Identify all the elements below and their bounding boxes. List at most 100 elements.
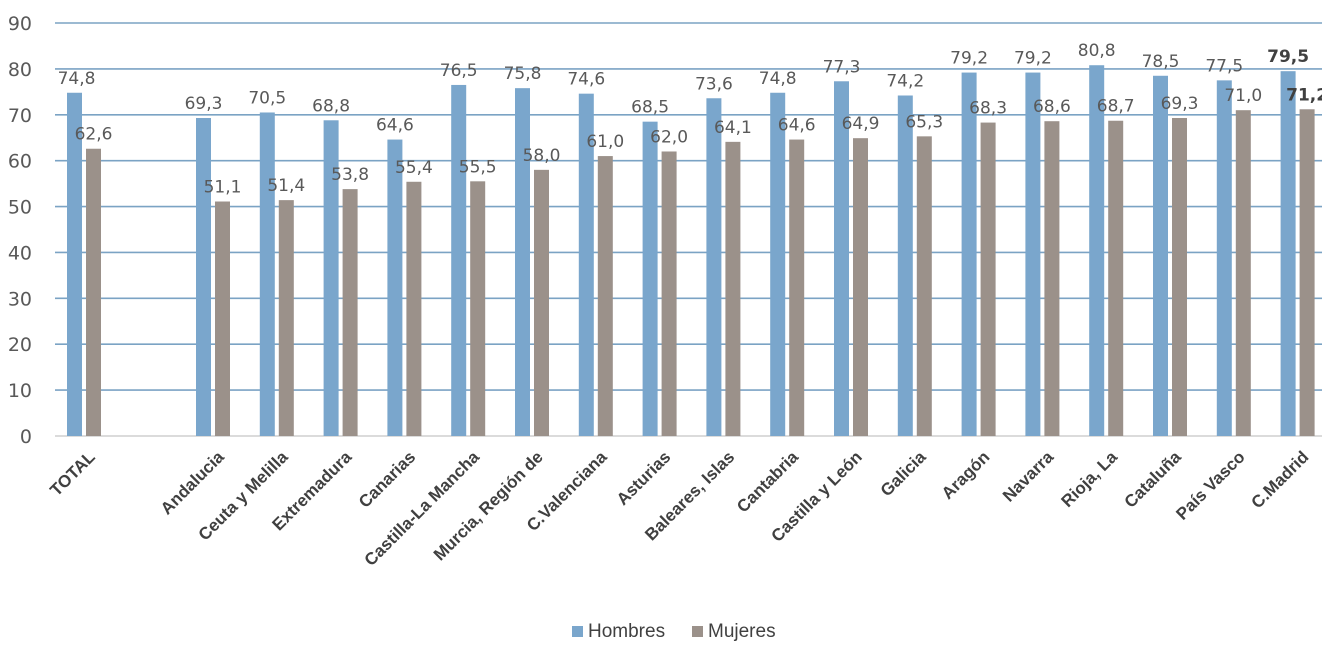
bar-mujeres [1172, 117, 1187, 437]
bar-mujeres [789, 139, 805, 436]
data-label-mujeres: 53,8 [331, 165, 369, 185]
category-label: Cantabria [733, 447, 802, 516]
data-label-mujeres: 51,1 [204, 178, 242, 198]
y-tick-label: 10 [8, 380, 32, 402]
data-label-hombres: 80,8 [1078, 41, 1116, 61]
data-label-mujeres: 71,0 [1224, 86, 1262, 106]
data-label-mujeres: 69,3 [1161, 94, 1199, 114]
data-label-mujeres: 64,1 [714, 118, 752, 138]
category-label: Murcia, Región de [430, 447, 547, 564]
bar-hombres [1089, 65, 1105, 437]
bar-mujeres [1235, 110, 1251, 436]
data-label-hombres: 74,8 [58, 69, 96, 89]
bar-mujeres [1299, 109, 1315, 436]
bar-hombres [387, 139, 403, 436]
data-label-hombres: 69,3 [185, 94, 223, 114]
bar-mujeres [916, 136, 932, 436]
legend-label-mujeres: Mujeres [708, 621, 776, 642]
data-label-hombres: 74,8 [759, 69, 797, 89]
y-tick-label: 80 [8, 59, 32, 81]
data-label-mujeres: 51,4 [267, 176, 305, 196]
data-label-hombres: 68,5 [631, 98, 669, 118]
bar-mujeres [725, 141, 741, 436]
y-tick-label: 20 [8, 334, 32, 356]
bar-mujeres [534, 169, 549, 436]
bar-mujeres [980, 122, 996, 436]
bar-hombres [897, 95, 913, 436]
category-label: Cataluña [1121, 447, 1186, 512]
category-label: País Vasco [1172, 447, 1248, 523]
bar-hombres [834, 81, 849, 436]
bar-mujeres [278, 200, 294, 436]
data-label-hombres: 70,5 [248, 88, 286, 108]
y-tick-label: 60 [8, 151, 32, 173]
data-label-mujeres: 68,3 [969, 99, 1007, 119]
bar-hombres [770, 92, 786, 437]
data-label-mujeres: 64,9 [842, 114, 880, 134]
bar-hombres [961, 72, 977, 436]
category-label: Castilla-La Mancha [361, 447, 484, 570]
category-label: Canarias [355, 447, 419, 511]
data-label-hombres: 79,5 [1267, 47, 1309, 67]
data-label-mujeres: 62,0 [650, 127, 688, 147]
bar-hombres [515, 88, 530, 436]
bar-hombres [451, 84, 467, 436]
bar-hombres [706, 98, 722, 436]
data-label-mujeres: 55,4 [395, 158, 433, 178]
data-label-mujeres: 64,6 [778, 116, 816, 136]
data-label-hombres: 79,2 [950, 49, 988, 69]
bar-mujeres [86, 148, 101, 437]
bar-hombres [196, 117, 211, 437]
bar-mujeres [215, 201, 230, 436]
category-label: Galicia [877, 447, 930, 500]
legend-swatch-mujeres [692, 626, 703, 637]
data-label-hombres: 73,6 [695, 74, 733, 94]
data-label-hombres: 78,5 [1142, 52, 1180, 72]
data-label-mujeres: 55,5 [459, 157, 497, 177]
bar-hombres [578, 93, 594, 437]
data-label-mujeres: 58,0 [523, 146, 561, 166]
data-label-mujeres: 71,2 [1286, 85, 1322, 105]
category-label: Asturias [613, 447, 675, 509]
bar-mujeres [1108, 120, 1124, 436]
data-label-mujeres: 68,7 [1097, 97, 1135, 117]
bar-hombres [1216, 80, 1232, 436]
bar-hombres [323, 120, 339, 436]
legend-swatch-hombres [572, 626, 583, 637]
data-label-hombres: 77,5 [1205, 56, 1243, 76]
y-tick-label: 50 [8, 197, 32, 219]
bar-mujeres [597, 156, 613, 437]
category-label: C.Madrid [1248, 447, 1313, 512]
data-label-mujeres: 68,6 [1033, 97, 1071, 117]
bar-hombres [642, 121, 658, 437]
legend-label-hombres: Hombres [588, 621, 665, 642]
data-label-hombres: 68,8 [312, 96, 350, 116]
data-label-hombres: 75,8 [504, 64, 542, 84]
data-label-hombres: 79,2 [1014, 49, 1052, 69]
y-tick-label: 40 [8, 242, 32, 264]
y-tick-label: 70 [8, 105, 32, 127]
data-label-hombres: 64,6 [376, 116, 414, 136]
category-label: Navarra [999, 447, 1058, 506]
bar-mujeres [406, 181, 422, 436]
data-label-hombres: 74,6 [567, 70, 605, 90]
bar-hombres [1153, 75, 1168, 437]
bar-mujeres [661, 151, 677, 436]
data-label-hombres: 76,5 [440, 61, 478, 81]
bar-mujeres [470, 181, 486, 436]
category-label: Aragón [938, 447, 994, 503]
data-label-hombres: 77,3 [823, 57, 861, 77]
bar-hombres [259, 112, 275, 436]
data-label-mujeres: 61,0 [586, 132, 624, 152]
data-label-mujeres: 62,6 [75, 125, 113, 145]
data-label-hombres: 74,2 [886, 72, 924, 92]
y-tick-label: 0 [20, 426, 32, 448]
category-label: TOTAL [46, 447, 98, 499]
bar-mujeres [1044, 121, 1060, 437]
y-tick-label: 90 [8, 13, 32, 35]
y-tick-label: 30 [8, 288, 32, 310]
bar-hombres [1025, 72, 1041, 436]
bar-mujeres [342, 189, 358, 436]
